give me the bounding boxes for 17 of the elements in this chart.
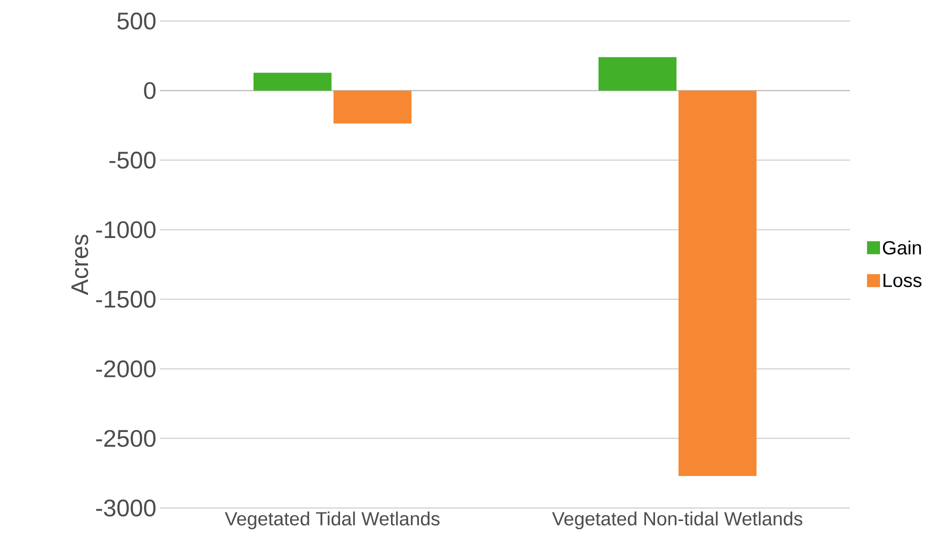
- y-axis-title: Acres: [71, 234, 88, 296]
- bar: [598, 57, 677, 91]
- y-tick-label: -2000: [96, 360, 156, 378]
- y-tick-label: -1000: [96, 221, 156, 238]
- bar: [254, 72, 332, 91]
- legend-label: Loss: [884, 274, 922, 288]
- legend-label: Gain: [882, 240, 921, 255]
- x-tick-label: Vegetated Tidal Wetlands: [224, 512, 440, 530]
- y-tick-label: -3000: [96, 500, 156, 516]
- y-tick-label: -1500: [96, 290, 156, 308]
- bar: [678, 90, 757, 476]
- y-tick-label: 0: [144, 82, 156, 100]
- x-tick-label: Vegetated Non-tidal Wetlands: [552, 512, 802, 530]
- y-tick-label: -2500: [96, 430, 156, 447]
- y-tick-label: 500: [117, 12, 156, 30]
- y-tick-label: -500: [110, 152, 156, 169]
- bar: [334, 90, 412, 124]
